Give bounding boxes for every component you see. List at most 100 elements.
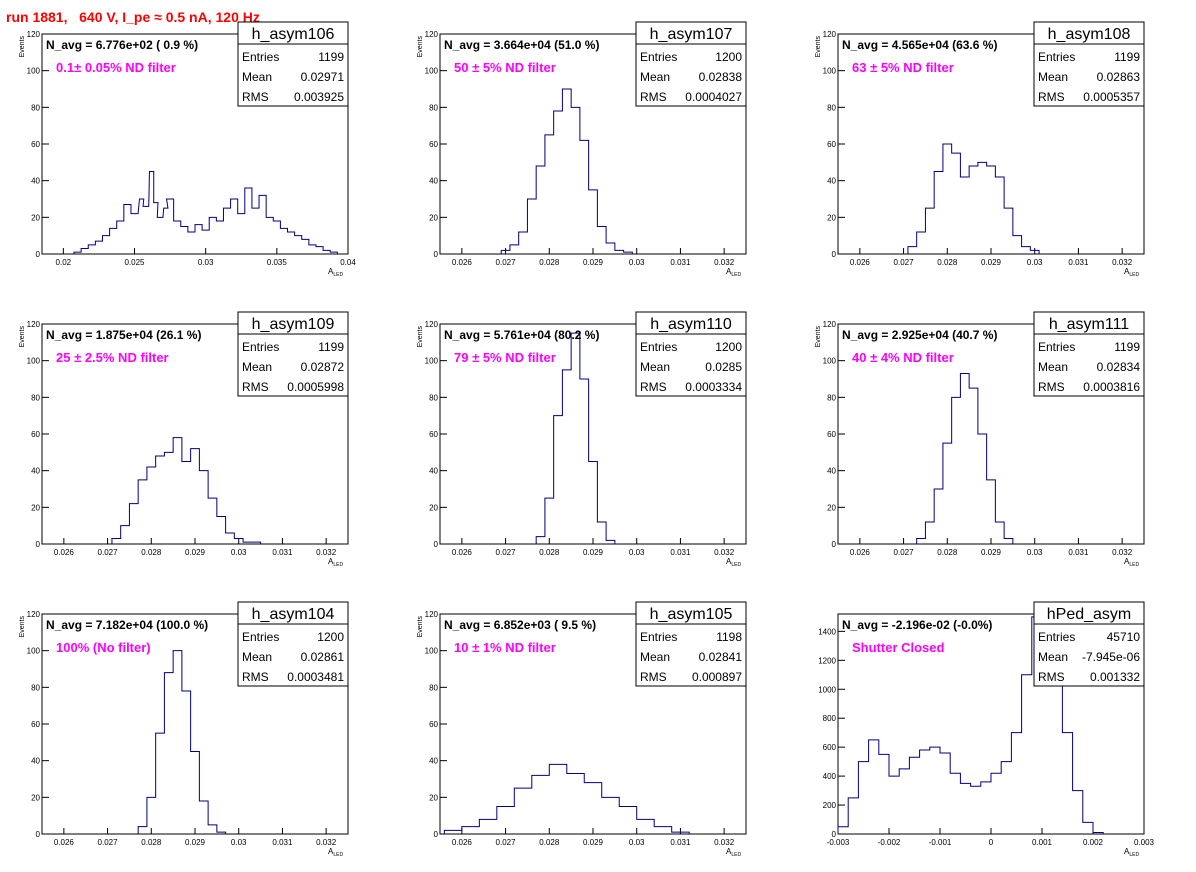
y-tick-label: 60 [31,430,40,439]
x-axis-label: ALED [726,557,741,568]
y-tick-label: 20 [429,503,438,512]
x-tick-label: 0.02 [56,258,72,267]
y-tick-label: 1000 [818,685,836,694]
y-tick-label: 400 [823,772,837,781]
stats-key: Mean [640,70,670,84]
x-tick-label: 0.029 [583,838,604,847]
x-axis-label: ALED [1124,847,1139,858]
stats-key: RMS [242,670,269,684]
navg-label: N_avg = 6.776e+02 ( 0.9 %) [46,38,198,52]
x-tick-label: 0.027 [894,258,915,267]
x-tick-label: 0.03 [629,258,645,267]
x-tick-label: 0.026 [452,548,473,557]
histogram-line [137,650,227,834]
y-tick-label: 20 [827,213,836,222]
stats-key: Mean [640,360,670,374]
x-tick-label: 0.028 [141,838,162,847]
stats-box [237,623,349,687]
x-tick-label: 0.031 [670,838,691,847]
stats-key: RMS [1038,380,1065,394]
stats-key: RMS [242,90,269,104]
histogram-line [111,437,262,544]
y-axis-label: Events [417,36,424,58]
x-tick-label: 0 [989,838,994,847]
navg-label: N_avg = 7.182e+04 (100.0 %) [46,618,208,632]
y-tick-label: 120 [823,30,837,39]
x-tick-label: 0.027 [496,258,517,267]
x-axis-label: ALED [328,267,343,278]
x-tick-label: 0.032 [1112,258,1133,267]
stats-value: 0.02863 [1097,70,1141,84]
y-axis-label: Events [19,326,26,348]
y-tick-label: 20 [429,213,438,222]
stats-value: -7.945e-06 [1082,650,1140,664]
x-tick-label: 0.027 [894,548,915,557]
x-tick-label: 0.026 [54,548,75,557]
y-tick-label: 60 [429,430,438,439]
y-tick-label: 100 [27,647,41,656]
y-tick-label: 0 [832,830,837,839]
stats-key: Entries [640,630,677,644]
x-tick-label: 0.031 [272,838,293,847]
stats-key: RMS [1038,90,1065,104]
y-tick-label: 40 [827,467,836,476]
x-tick-label: 0.03 [198,258,214,267]
stats-value: 0.0004027 [685,90,742,104]
x-tick-label: 0.031 [1068,258,1089,267]
y-tick-label: 80 [827,103,836,112]
stats-value: 0.02834 [1097,360,1141,374]
stats-value: 1198 [716,630,742,644]
y-tick-label: 100 [823,67,837,76]
stats-key: Mean [1038,650,1068,664]
x-tick-label: 0.026 [850,548,871,557]
histogram-panel-h_asym105: 0 20 40 60 80 100 120 0.026 0.027 0.028 0.029 0.03 0… [417,601,747,858]
histogram-name: h_asym110 [650,316,732,333]
x-tick-label: 0.031 [272,548,293,557]
y-tick-label: 20 [31,213,40,222]
y-tick-label: 0 [434,250,439,259]
x-tick-label: 0.029 [185,548,206,557]
histogram-panel-h_asym104: 0 20 40 60 80 100 120 0.026 0.027 0.028 0.029 0.03 0… [19,601,349,858]
stats-value: 0.02872 [301,360,345,374]
stats-box [635,333,747,397]
histogram-panel-h_asym108: 0 20 40 60 80 100 120 0.026 0.027 0.028 0.029 0.03 0… [815,21,1145,278]
x-tick-label: 0.028 [539,838,560,847]
x-tick-label: 0.026 [452,258,473,267]
y-tick-label: 80 [429,683,438,692]
stats-value: 1200 [317,630,344,644]
y-axis-label: Events [815,326,822,348]
histogram-name: h_asym109 [252,316,335,333]
navg-label: N_avg = 6.852e+03 ( 9.5 %) [444,618,596,632]
stats-key: Mean [1038,70,1068,84]
x-tick-label: 0.032 [1112,548,1133,557]
histogram-name: hPed_asym [1047,606,1132,623]
histogram-panel-h_asym109: 0 20 40 60 80 100 120 0.026 0.027 0.028 0.029 0.03 0… [19,311,349,568]
stats-value: 0.0005998 [287,380,344,394]
stats-key: Mean [640,650,670,664]
x-tick-label: 0.03 [1027,258,1043,267]
y-tick-label: 40 [429,177,438,186]
x-tick-label: -0.003 [827,838,850,847]
y-tick-label: 60 [429,140,438,149]
y-tick-label: 80 [31,683,40,692]
stats-value: 0.001332 [1090,670,1140,684]
filter-label: 100% (No filter) [56,640,151,655]
x-tick-label: 0.03 [231,838,247,847]
x-axis-label: ALED [1124,557,1139,568]
histogram-panel-h_asym106: 0 20 40 60 80 100 120 0.02 0.025 0.03 0.035 0.04 Eve… [19,21,356,278]
stats-key: Entries [242,50,279,64]
y-tick-label: 0 [36,540,41,549]
x-tick-label: 0.032 [714,838,735,847]
navg-label: N_avg = 3.664e+04 (51.0 %) [444,38,599,52]
stats-value: 0.0003334 [685,380,742,394]
x-tick-label: 0.032 [714,258,735,267]
stats-key: Mean [242,360,272,374]
x-axis-label: ALED [726,847,741,858]
x-tick-label: 0.03 [231,548,247,557]
filter-label: Shutter Closed [852,640,945,655]
histogram-panel-h_asym107: 0 20 40 60 80 100 120 0.026 0.027 0.028 0.029 0.03 0… [417,21,747,278]
x-tick-label: 0.031 [670,258,691,267]
y-tick-label: 20 [31,793,40,802]
y-tick-label: 800 [823,714,837,723]
histogram-line [73,171,338,254]
